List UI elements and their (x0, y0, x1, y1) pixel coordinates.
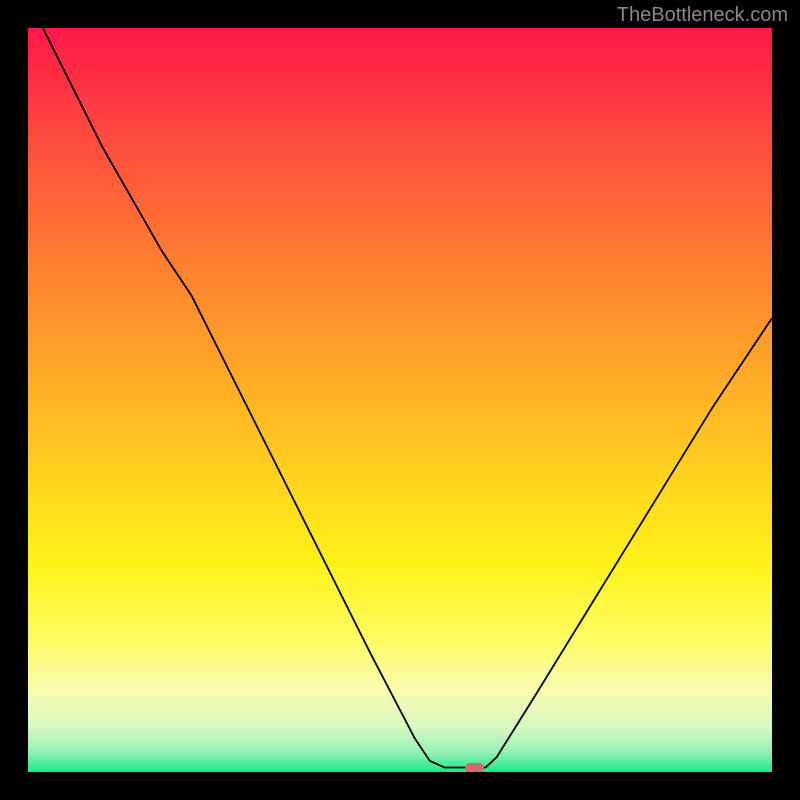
watermark-text: TheBottleneck.com (617, 4, 788, 27)
plot-area (28, 28, 772, 772)
bottleneck-curve (28, 28, 772, 772)
optimal-marker (465, 763, 484, 773)
